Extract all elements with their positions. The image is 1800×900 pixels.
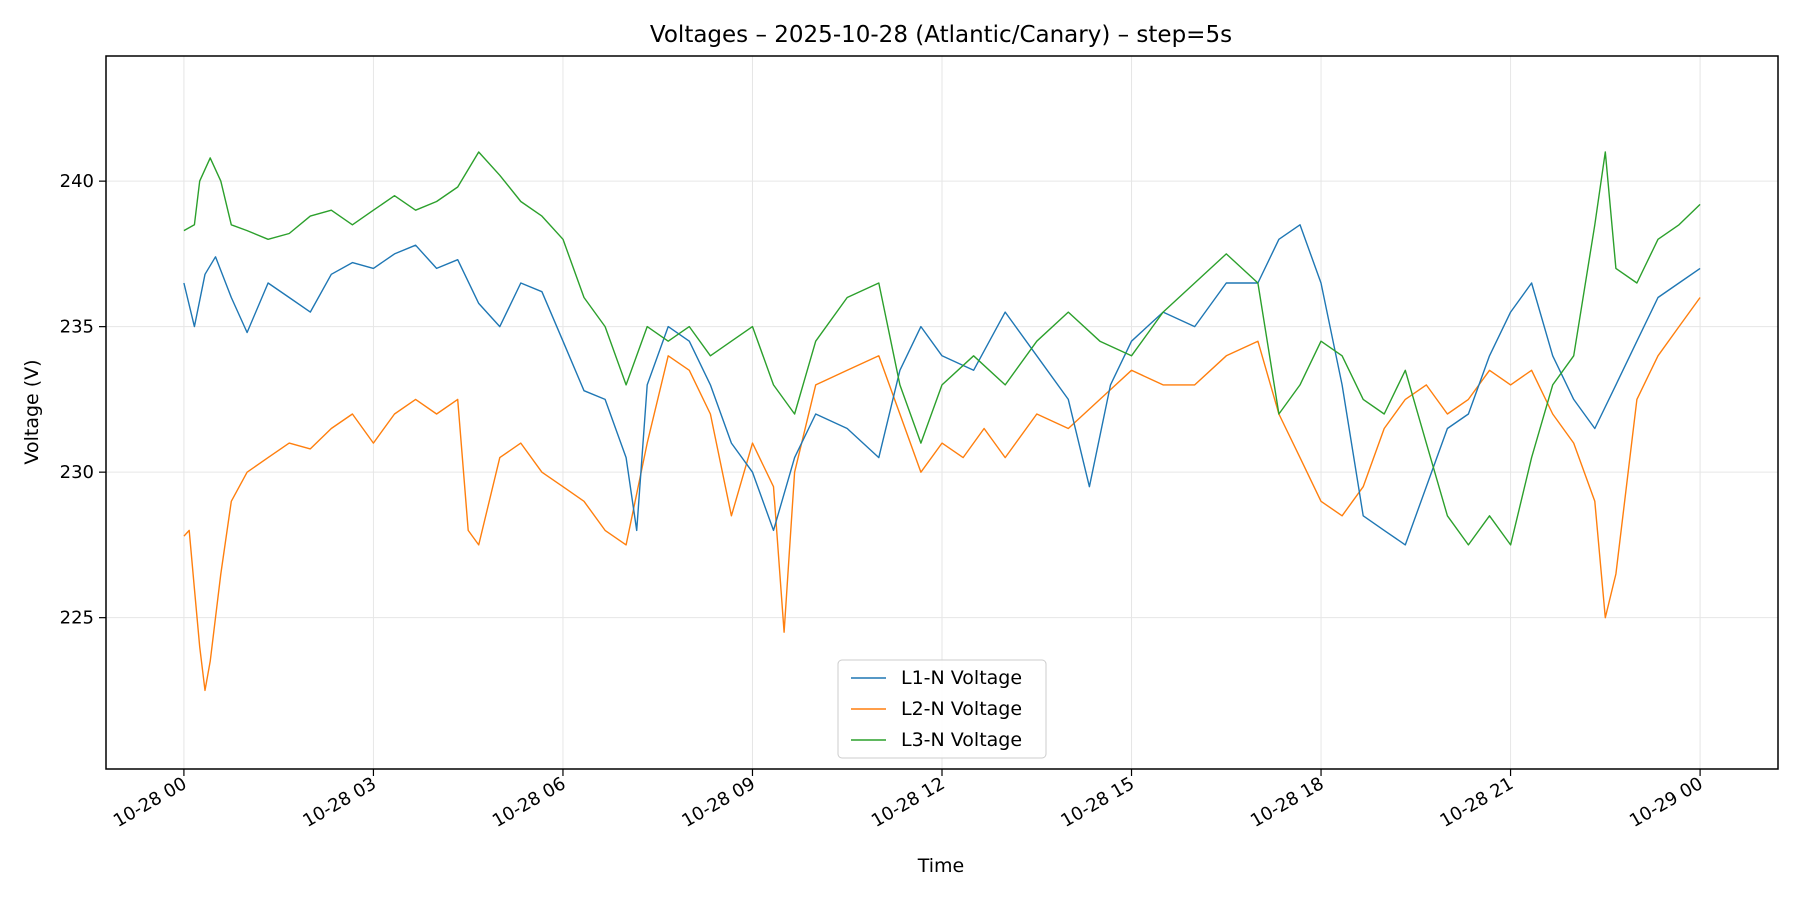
y-tick-label: 230: [60, 462, 94, 483]
series-line-l2-n-voltage: [183, 297, 1701, 692]
y-tick-label: 235: [60, 317, 94, 338]
grid: [106, 56, 1778, 769]
series-line-l1-n-voltage: [183, 224, 1701, 546]
legend-label: L3-N Voltage: [901, 729, 1022, 751]
y-tick-label: 225: [60, 608, 94, 629]
legend-label: L1-N Voltage: [901, 667, 1022, 689]
y-axis: 225 230 235 240: [60, 171, 106, 629]
y-tick-label: 240: [60, 171, 94, 192]
series-line-l3-n-voltage: [183, 151, 1701, 546]
legend-label: L2-N Voltage: [901, 698, 1022, 720]
y-axis-label: Voltage (V): [21, 359, 43, 464]
x-axis-label: Time: [917, 855, 965, 877]
series-layer: [183, 151, 1701, 692]
legend: L1-N Voltage L2-N Voltage L3-N Voltage: [837, 659, 1047, 759]
legend-box: [837, 659, 1047, 759]
chart-title: Voltages – 2025-10-28 (Atlantic/Canary) …: [650, 22, 1232, 48]
